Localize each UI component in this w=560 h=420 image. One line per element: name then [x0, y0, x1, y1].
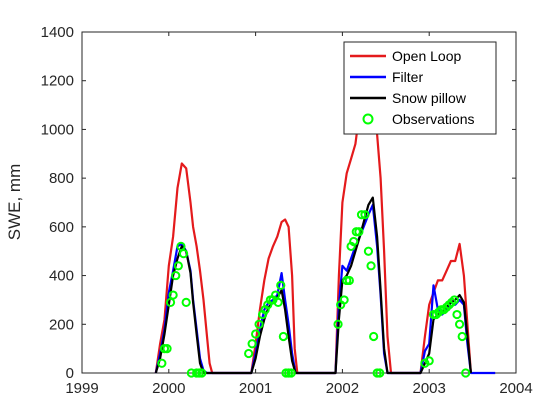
plot-series [154, 103, 496, 378]
observation-point [333, 319, 343, 329]
observation-point [375, 368, 385, 378]
y-tick-label: 800 [49, 170, 74, 187]
legend-marker [362, 113, 374, 125]
observation-point [181, 297, 191, 307]
observation-point [168, 290, 178, 300]
observation-point [454, 319, 465, 329]
observation-point [273, 297, 283, 307]
observation-point [278, 331, 288, 342]
observation-point [162, 344, 172, 354]
x-tick-label: 1999 [65, 380, 98, 397]
observation-point [247, 339, 257, 349]
observation-point [171, 270, 181, 281]
observation-point [449, 295, 459, 305]
observation-point [339, 295, 349, 305]
x-tick-label: 2003 [413, 380, 446, 397]
x-tick-label: 2004 [499, 380, 532, 397]
observation-point [424, 356, 434, 366]
x-tick-label: 2000 [152, 380, 185, 397]
y-tick-label: 600 [49, 219, 74, 236]
x-tick-label: 2002 [326, 380, 359, 397]
legend-label: Observations [392, 111, 474, 127]
observation-point [251, 329, 261, 339]
y-tick-label: 1000 [41, 121, 74, 138]
observation-point [178, 249, 189, 259]
observation-point [197, 368, 207, 378]
legend-label: Open Loop [392, 48, 461, 64]
observation-point [173, 261, 183, 271]
observation-point [344, 275, 354, 286]
observation-point [363, 246, 374, 256]
legend-box [343, 41, 497, 135]
y-axis-label: SWE, mm [5, 164, 24, 241]
observation-point [286, 368, 296, 378]
x-axis: 1999 2000 2001 2002 2003 2004 [65, 32, 533, 397]
y-tick-label: 200 [49, 316, 74, 333]
y-tick-label: 400 [49, 268, 74, 285]
legend-label: Snow pillow [392, 90, 467, 106]
observation-point [244, 348, 254, 359]
y-tick-label: 0 [66, 365, 74, 382]
observation-point [354, 227, 364, 237]
observation-point [461, 368, 471, 378]
x-tick-label: 2001 [239, 380, 272, 397]
legend: Open Loop Filter Snow pillow Observations [343, 41, 497, 135]
observation-point [157, 358, 167, 368]
observation-point [276, 280, 286, 290]
observation-point [360, 210, 370, 220]
observation-point [366, 261, 376, 271]
observation-point [452, 309, 462, 320]
y-axis: 0 200 400 600 800 1000 1200 1400 [41, 24, 516, 382]
y-tick-label: 1200 [41, 73, 74, 90]
observation-point [356, 210, 367, 220]
observation-point [369, 331, 379, 342]
observation-point [254, 319, 264, 329]
observation-point [457, 331, 467, 342]
y-tick-label: 1400 [41, 24, 74, 41]
observation-point [349, 236, 359, 247]
legend-label: Filter [392, 69, 423, 85]
